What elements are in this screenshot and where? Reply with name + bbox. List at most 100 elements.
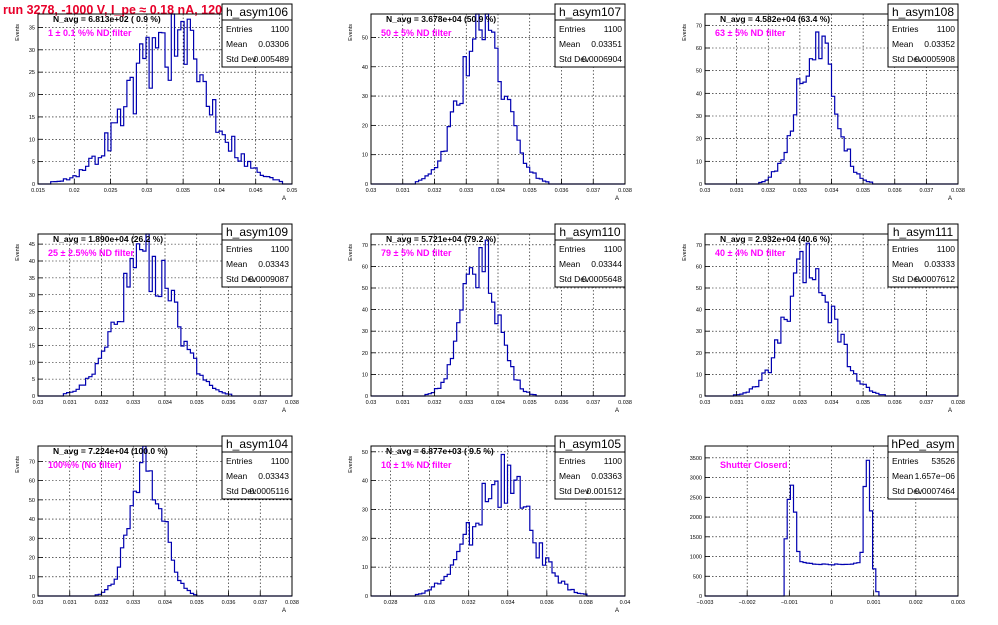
- x-tick-label: 0.033: [793, 188, 807, 194]
- stats-box: [221, 19, 293, 68]
- x-tick-label: 0.031: [396, 188, 410, 194]
- stats-value: 1100: [937, 244, 956, 254]
- stats-value: 1100: [604, 456, 623, 466]
- y-tick-label: 60: [696, 46, 702, 52]
- filter-label: 79 ± 5% ND filter: [381, 248, 452, 258]
- x-tick-label: 0.037: [586, 188, 600, 194]
- x-tick-label: 0: [830, 600, 833, 606]
- x-tick-label: 0.03: [366, 188, 377, 194]
- stats-key: Entries: [892, 456, 918, 466]
- x-tick-label: 0.036: [540, 600, 554, 606]
- x-tick-label: 0.036: [222, 400, 236, 406]
- x-tick-label: 0.035: [190, 600, 204, 606]
- x-tick-label: 0.034: [158, 400, 172, 406]
- y-tick-label: 40: [29, 259, 35, 265]
- y-tick-label: 15: [29, 115, 35, 121]
- histogram-panel-h_asym106: 0.015 0.02 0.025 0.03 0.035 0.04 0.045 0.05 0 5 10…: [15, 3, 298, 202]
- x-tick-label: 0.033: [459, 400, 473, 406]
- y-tick-label: 10: [362, 565, 368, 571]
- histogram-panel-h_asym109: 0.03 0.031 0.032 0.033 0.034 0.035 0.036 0.037 0…: [15, 223, 299, 414]
- histogram-panel-h_asym107: 0.03 0.031 0.032 0.033 0.034 0.035 0.036 0.037 0…: [348, 3, 632, 202]
- stats-title: h_asym109: [226, 225, 288, 239]
- y-tick-label: 0: [365, 394, 368, 400]
- navg-label: N_avg = 7.224e+04 (100.0 %): [53, 446, 168, 456]
- y-tick-label: 20: [362, 351, 368, 357]
- y-axis-label: Events: [682, 244, 688, 261]
- filter-label: Shutter Closerd: [720, 460, 788, 470]
- histogram-panel-h_asym108: 0.03 0.031 0.032 0.033 0.034 0.035 0.036 0.037 0…: [682, 3, 965, 202]
- y-tick-label: 0: [365, 182, 368, 188]
- y-tick-label: 40: [29, 517, 35, 523]
- navg-label: N_avg = 6.877e+03 ( 9.5 %): [386, 446, 494, 456]
- y-tick-label: 5: [32, 377, 35, 383]
- navg-label: N_avg = 5.721e+04 (79.2 %): [386, 234, 496, 244]
- x-tick-label: 0.045: [249, 188, 263, 194]
- y-tick-label: 50: [362, 286, 368, 292]
- x-tick-label: 0.034: [825, 400, 839, 406]
- stats-key: Mean: [892, 39, 914, 49]
- y-tick-label: 15: [29, 343, 35, 349]
- stats-key: Std Dev: [226, 274, 257, 284]
- y-axis-label: Events: [682, 24, 688, 41]
- x-tick-label: −0.003: [697, 600, 714, 606]
- stats-box: [887, 451, 959, 500]
- stats-title: h_asym106: [226, 5, 288, 19]
- x-tick-label: 0.034: [491, 400, 505, 406]
- y-axis-label: Events: [15, 456, 21, 473]
- stats-title: h_asym111: [893, 225, 954, 239]
- y-tick-label: 30: [696, 329, 702, 335]
- x-tick-label: 0.038: [951, 400, 965, 406]
- x-tick-label: 0.033: [126, 600, 140, 606]
- x-tick-label: 0.025: [104, 188, 118, 194]
- x-tick-label: 0.034: [491, 188, 505, 194]
- stats-key: Std Dev: [226, 54, 257, 64]
- stats-box: [887, 19, 959, 68]
- y-tick-label: 50: [696, 286, 702, 292]
- navg-label: N_avg = 3.678e+04 (50.9 %): [386, 14, 496, 24]
- stats-key: Std Dev: [892, 486, 923, 496]
- stats-key: Mean: [559, 259, 581, 269]
- plot-frame: [37, 13, 293, 185]
- x-tick-label: 0.038: [285, 400, 299, 406]
- y-tick-label: 70: [696, 23, 702, 29]
- x-tick-label: 0.03: [141, 188, 152, 194]
- y-axis-label: Events: [15, 244, 21, 261]
- y-tick-label: 30: [29, 293, 35, 299]
- stats-key: Entries: [559, 456, 585, 466]
- x-tick-label: 0.033: [459, 188, 473, 194]
- x-tick-label: 0.035: [856, 400, 870, 406]
- y-tick-label: 0: [32, 182, 35, 188]
- stats-value: 0.03344: [591, 259, 622, 269]
- x-tick-label: 0.036: [888, 188, 902, 194]
- stats-title: hPed_asym: [891, 437, 954, 451]
- stats-key: Entries: [892, 24, 918, 34]
- x-tick-label: 0.037: [919, 188, 933, 194]
- y-tick-label: 5: [32, 160, 35, 166]
- stats-box: [887, 239, 959, 288]
- histogram-panel-h_asym110: 0.03 0.031 0.032 0.033 0.034 0.035 0.036 0.037 0…: [348, 223, 632, 414]
- x-tick-label: 0.03: [366, 400, 377, 406]
- x-tick-label: 0.037: [253, 600, 267, 606]
- y-tick-label: 10: [696, 372, 702, 378]
- y-tick-label: 70: [696, 243, 702, 249]
- histogram-line: [38, 233, 292, 397]
- stats-value: 0.0005908: [915, 54, 955, 64]
- stats-title: h_asym107: [559, 5, 621, 19]
- x-tick-label: 0.02: [69, 188, 80, 194]
- y-tick-label: 20: [696, 351, 702, 357]
- x-tick-label: 0.035: [523, 400, 537, 406]
- stats-box: [554, 451, 626, 500]
- x-tick-label: 0.03: [700, 188, 711, 194]
- x-tick-label: 0.031: [63, 600, 77, 606]
- stats-key: Mean: [559, 39, 581, 49]
- x-tick-label: 0.032: [428, 400, 442, 406]
- x-tick-label: 0.05: [287, 188, 298, 194]
- stats-box: [221, 451, 293, 500]
- x-tick-label: 0.032: [462, 600, 476, 606]
- y-tick-label: 25: [29, 70, 35, 76]
- y-tick-label: 35: [29, 276, 35, 282]
- y-axis-label: Events: [348, 24, 354, 41]
- stats-value: 0.03351: [591, 39, 622, 49]
- y-tick-label: 1500: [690, 535, 702, 541]
